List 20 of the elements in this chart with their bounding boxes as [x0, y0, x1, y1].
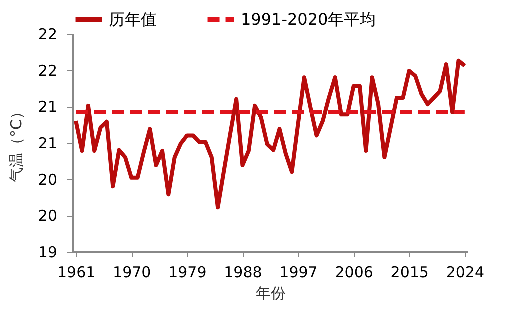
- x-tick-label: 1961: [57, 264, 96, 282]
- x-tick-label: 2024: [446, 264, 485, 282]
- y-tick-label: 19: [38, 244, 58, 262]
- x-tick-label: 2006: [335, 264, 374, 282]
- y-tick-label: 20: [38, 207, 58, 226]
- x-axis-title: 年份: [256, 284, 286, 302]
- y-tick-label: 20: [38, 170, 58, 189]
- y-axis-title: 气温（°C）: [7, 104, 26, 182]
- x-tick-label: 1970: [113, 264, 152, 282]
- x-tick-label: 2015: [390, 264, 429, 282]
- x-tick-label: 1988: [224, 264, 262, 282]
- legend-label: 历年值: [109, 10, 157, 29]
- y-tick-label: 22: [38, 62, 58, 80]
- y-tick-label: 21: [38, 134, 58, 152]
- x-tick-label: 1979: [168, 264, 207, 282]
- line-series: [74, 58, 467, 210]
- legend-label: 1991-2020年平均: [241, 10, 376, 29]
- y-tick-label: 22: [38, 26, 58, 44]
- x-tick-label: 1997: [280, 264, 318, 282]
- y-tick-label: 21: [38, 98, 58, 116]
